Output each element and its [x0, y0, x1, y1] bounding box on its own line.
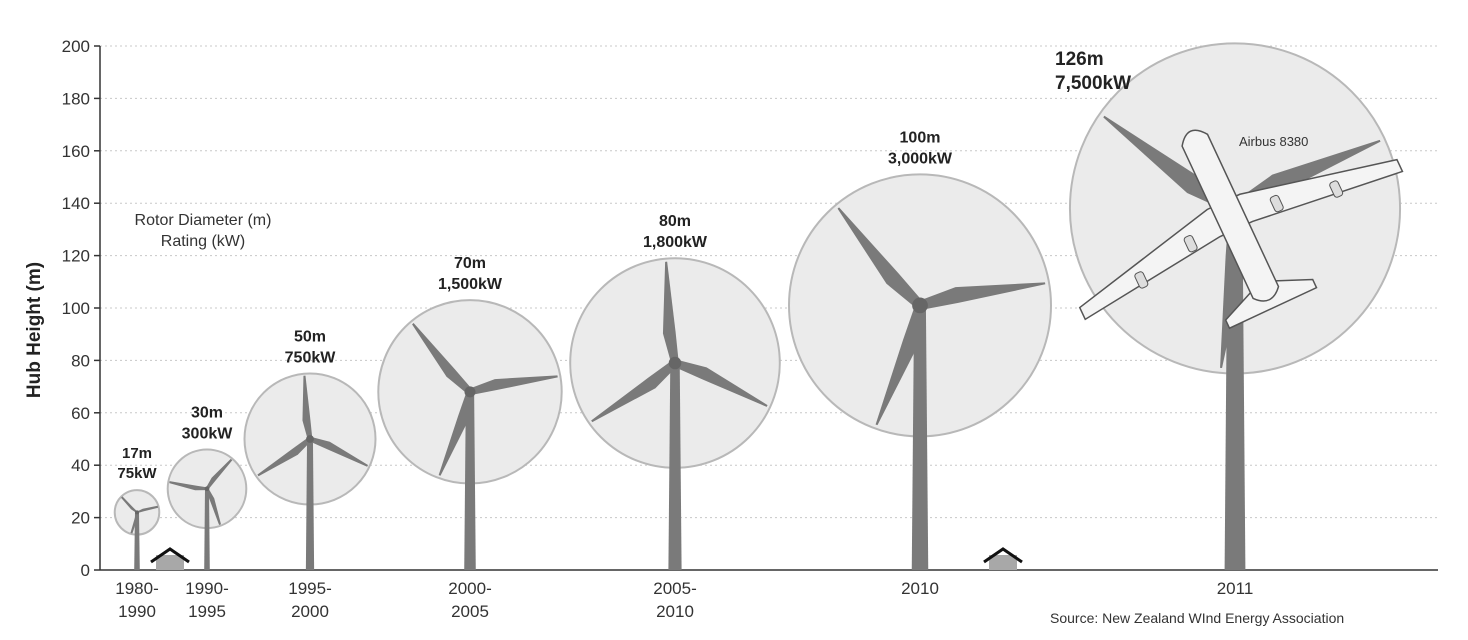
y-tick-label: 160 — [62, 142, 90, 161]
x-tick-label: 2010 — [901, 579, 939, 598]
x-tick-label: 1995 — [188, 602, 226, 621]
blade — [205, 488, 221, 525]
y-tick-label: 60 — [71, 404, 90, 423]
x-tick-label: 2005- — [653, 579, 696, 598]
airplane-label: Airbus 8380 — [1239, 134, 1308, 149]
x-tick-label: 1980- — [115, 579, 158, 598]
y-tick-label: 200 — [62, 37, 90, 56]
blade — [309, 436, 369, 467]
blade — [257, 437, 312, 477]
blade — [662, 261, 679, 364]
tower — [911, 305, 929, 570]
turbine — [377, 299, 563, 570]
rotor-diameter-label: 17m — [122, 445, 152, 462]
hub — [135, 510, 139, 515]
x-tick-label: 1995- — [288, 579, 331, 598]
y-tick-label: 0 — [81, 561, 90, 580]
x-tick-label: 2011 — [1217, 579, 1254, 598]
y-tick-label: 20 — [71, 509, 90, 528]
turbine — [1068, 42, 1402, 570]
blade — [121, 496, 138, 513]
tower — [668, 363, 682, 570]
rotor-diameter-label: 100m — [900, 129, 941, 146]
house-icon — [983, 547, 1023, 570]
x-axis-labels: 1980- 1990 1990- 1995 1995- 2000 2000- 2005 2005… — [115, 579, 1253, 621]
rotor-diameter-label: 30m — [191, 404, 223, 421]
blade — [205, 458, 233, 490]
legend: Rotor Diameter (m) Rating (kW) — [135, 212, 272, 250]
turbine — [243, 372, 377, 570]
legend-line-1: Rotor Diameter (m) — [135, 212, 272, 229]
x-tick-label: 2010 — [656, 602, 694, 621]
turbine — [788, 173, 1052, 570]
turbine — [113, 489, 161, 570]
rating-label: 1,500kW — [438, 276, 503, 293]
x-tick-label: 1990- — [185, 579, 228, 598]
blade — [919, 282, 1046, 311]
airplane-icon — [1078, 129, 1404, 330]
tower — [464, 391, 476, 570]
rating-label: 1,800kW — [643, 234, 708, 251]
hub — [912, 297, 928, 314]
tower — [134, 512, 140, 570]
rating-label: 75kW — [117, 465, 157, 482]
tower — [305, 439, 315, 570]
y-tick-label: 120 — [62, 247, 90, 266]
y-tick-label: 80 — [71, 351, 90, 370]
blade — [673, 359, 768, 407]
x-tick-label: 2005 — [451, 602, 489, 621]
hub — [204, 486, 210, 492]
blade — [302, 375, 313, 440]
tower — [204, 488, 210, 570]
x-tick-label: 2000- — [448, 579, 491, 598]
rotor-diameter-label: 50m — [294, 329, 326, 346]
blade — [875, 303, 925, 426]
blade — [469, 375, 558, 396]
turbine-labels: 17m 75kW 30m 300kW 50m 750kW 70m 1,500kW 80m 1,80… — [117, 49, 1131, 482]
blade — [591, 359, 678, 423]
y-tick-label: 140 — [62, 194, 90, 213]
hub — [306, 435, 314, 443]
blade — [412, 323, 473, 394]
legend-line-2: Rating (kW) — [161, 233, 245, 250]
blade — [438, 390, 474, 476]
y-tick-label: 100 — [62, 299, 90, 318]
source-note: Source: New Zealand WInd Energy Associat… — [1050, 610, 1344, 626]
x-tick-label: 1990 — [118, 602, 156, 621]
rating-label: 7,500kW — [1055, 73, 1131, 94]
y-tick-label: 40 — [71, 456, 90, 475]
y-axis-label: Hub Height (m) — [24, 262, 45, 398]
y-tick-label: 180 — [62, 89, 90, 108]
x-tick-label: 2000 — [291, 602, 329, 621]
rotor-diameter-label: 126m — [1055, 49, 1104, 70]
blade — [169, 481, 208, 491]
rating-label: 3,000kW — [888, 150, 953, 167]
blade — [130, 512, 138, 534]
blade — [136, 505, 159, 514]
rotor-diameter-label: 80m — [659, 213, 691, 230]
turbines — [113, 42, 1402, 570]
hub — [464, 386, 476, 398]
blade — [837, 207, 924, 309]
turbine — [166, 448, 248, 570]
rotor-diameter-label: 70m — [454, 255, 486, 272]
rating-label: 750kW — [285, 350, 337, 367]
y-axis: 0 20 40 60 80 100 120 140 160 180 200 — [62, 37, 1438, 580]
rating-label: 300kW — [182, 425, 234, 442]
hub — [668, 356, 682, 370]
house-icon — [150, 547, 190, 570]
turbine — [569, 257, 781, 570]
